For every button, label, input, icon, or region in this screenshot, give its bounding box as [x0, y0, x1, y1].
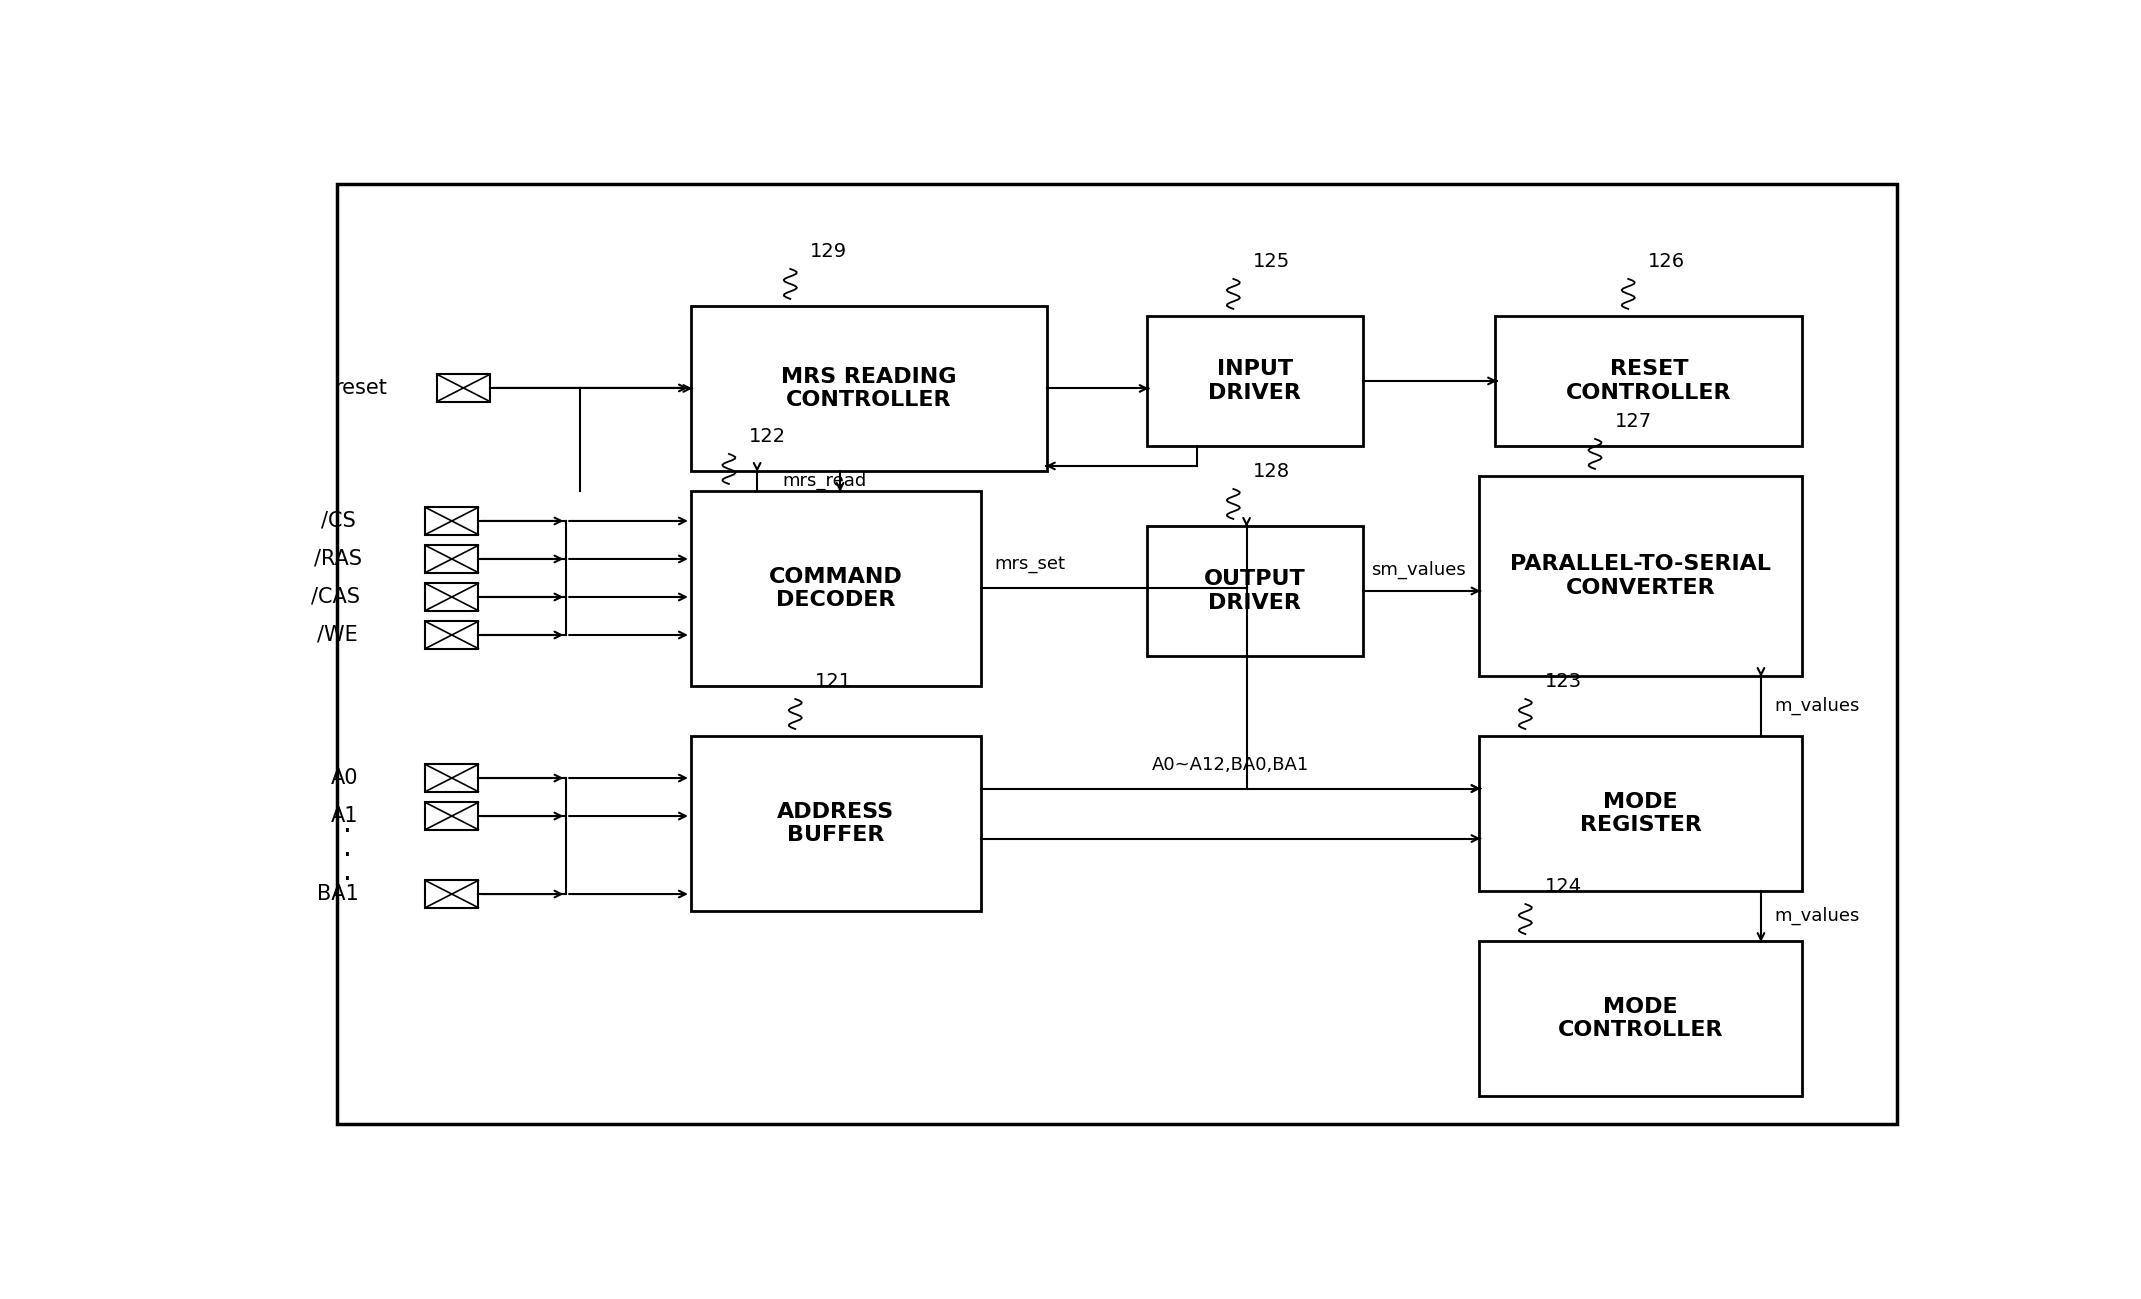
Text: 121: 121	[816, 672, 852, 691]
Bar	[692, 305, 1047, 472]
Text: /CAS: /CAS	[310, 587, 360, 607]
Text: MRS READING
CONTROLLER: MRS READING CONTROLLER	[781, 366, 957, 410]
Text: m_values: m_values	[1775, 696, 1861, 716]
Text: A1: A1	[330, 807, 358, 826]
Bar	[1479, 940, 1803, 1096]
Bar	[1494, 316, 1803, 446]
Text: mrs_read: mrs_read	[781, 472, 867, 490]
Text: m_values: m_values	[1775, 907, 1861, 925]
Text: RESET
CONTROLLER: RESET CONTROLLER	[1567, 360, 1732, 403]
Bar	[1479, 737, 1803, 891]
Bar	[426, 583, 477, 611]
Text: 128: 128	[1252, 462, 1291, 481]
Text: MODE
CONTROLLER: MODE CONTROLLER	[1559, 996, 1724, 1040]
Text: /WE: /WE	[317, 625, 358, 646]
Text: /RAS: /RAS	[315, 549, 362, 569]
Bar	[692, 491, 981, 686]
Text: 122: 122	[749, 427, 786, 446]
Text: COMMAND
DECODER: COMMAND DECODER	[769, 566, 904, 611]
Text: /CS: /CS	[321, 511, 355, 531]
Text: ADDRESS
BUFFER: ADDRESS BUFFER	[777, 801, 895, 846]
Text: BA1: BA1	[317, 885, 360, 904]
Bar	[426, 881, 477, 908]
Text: 125: 125	[1252, 252, 1291, 271]
Text: 129: 129	[809, 242, 848, 261]
Text: reset: reset	[334, 378, 388, 397]
Text: MODE
REGISTER: MODE REGISTER	[1580, 792, 1702, 835]
Text: A0: A0	[330, 768, 358, 788]
Text: 126: 126	[1649, 252, 1685, 271]
Bar	[426, 764, 477, 791]
Text: INPUT
DRIVER: INPUT DRIVER	[1208, 360, 1302, 403]
Text: ·
·
·: · · ·	[343, 818, 351, 894]
Text: 127: 127	[1614, 412, 1653, 431]
Text: sm_values: sm_values	[1370, 561, 1467, 579]
Bar	[1148, 316, 1364, 446]
Text: A0~A12,BA0,BA1: A0~A12,BA0,BA1	[1152, 756, 1308, 773]
Bar	[426, 508, 477, 535]
Bar	[1148, 526, 1364, 656]
Text: mrs_set: mrs_set	[993, 556, 1066, 573]
Text: OUTPUT
DRIVER: OUTPUT DRIVER	[1203, 569, 1306, 613]
Text: 124: 124	[1546, 877, 1582, 896]
Bar	[426, 803, 477, 830]
Bar	[692, 737, 981, 911]
Bar	[426, 621, 477, 648]
Text: 123: 123	[1546, 672, 1582, 691]
Bar	[1479, 475, 1803, 675]
Text: PARALLEL-TO-SERIAL
CONVERTER: PARALLEL-TO-SERIAL CONVERTER	[1509, 555, 1771, 598]
Bar	[437, 374, 490, 401]
Bar	[426, 546, 477, 573]
